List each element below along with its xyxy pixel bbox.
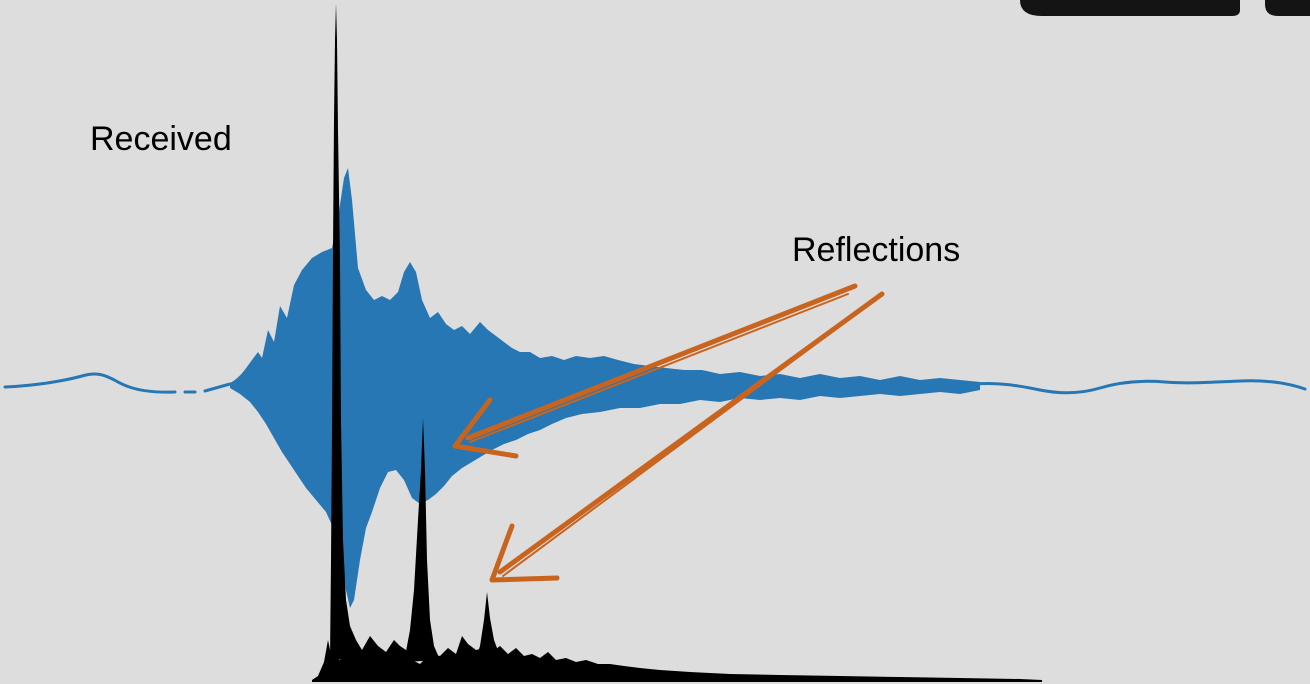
corner-tab-right	[1265, 0, 1310, 16]
waveform-tail	[973, 379, 1307, 395]
impulse-reflection-2	[474, 592, 506, 664]
impulse-direct-peak	[330, 3, 368, 660]
received-label: Received	[90, 120, 232, 158]
impulse-decay-tail	[312, 630, 1042, 682]
arrow-1-shaft-sketch	[469, 293, 849, 443]
arrow-1-shaft	[465, 283, 858, 441]
waveform-lead-in	[3, 372, 177, 394]
arrow-1-head	[452, 397, 519, 459]
corner-tab-left	[1020, 0, 1240, 16]
reflection-arrows	[452, 283, 885, 583]
waveform-envelope	[230, 168, 980, 608]
impulse-reflection-1	[404, 418, 440, 662]
arrow-2-shaft-sketch	[502, 299, 876, 577]
reflections-label: Reflections	[792, 231, 961, 269]
arrow-2-shaft	[497, 291, 885, 575]
arrow-2-head	[489, 523, 560, 583]
waveform-lead-in-dash-2	[203, 382, 232, 393]
